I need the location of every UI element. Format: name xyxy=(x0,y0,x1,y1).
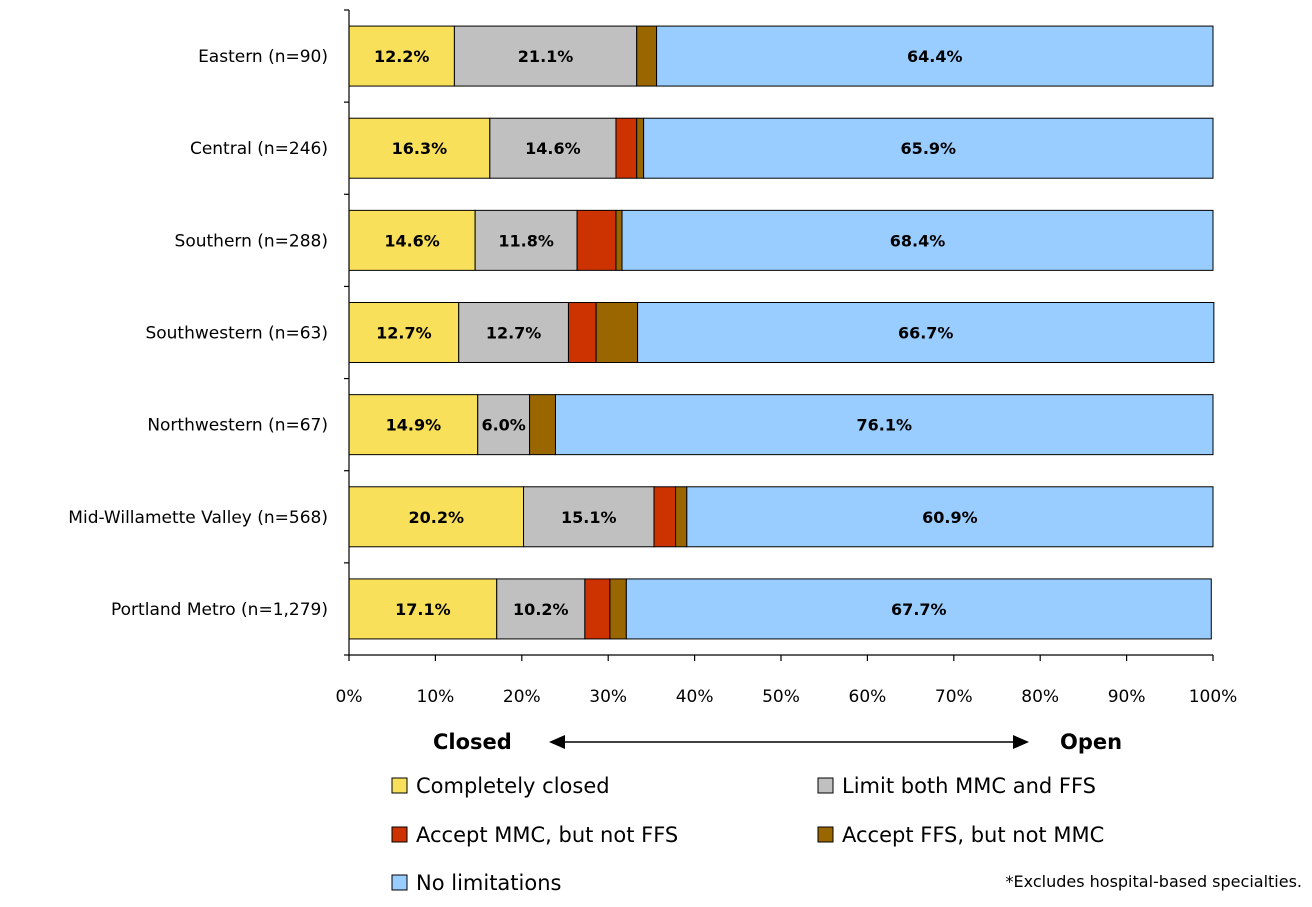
category-label: Portland Metro (n=1,279) xyxy=(111,600,328,620)
right-arrowhead-icon xyxy=(1013,735,1029,749)
bar-segment xyxy=(656,25,1214,87)
bar-value-label: 76.1% xyxy=(856,416,912,435)
open-direction-label: Open xyxy=(1060,730,1122,754)
x-tick-label: 0% xyxy=(336,687,363,707)
bar-segment xyxy=(529,394,556,456)
x-tick-label: 90% xyxy=(1108,687,1146,707)
legend: Completely closed Limit both MMC and FFS A… xyxy=(391,774,1104,895)
bar-segment xyxy=(637,302,1215,363)
x-tick-label: 10% xyxy=(417,687,455,707)
bar-value-label: 12.7% xyxy=(486,324,542,343)
bar-value-label: 12.7% xyxy=(376,324,432,343)
bar-value-label: 15.1% xyxy=(561,508,617,527)
bar-segment xyxy=(615,209,623,271)
bar-value-label: 21.1% xyxy=(518,47,574,66)
bar-segment xyxy=(554,394,1214,456)
bar-value-label: 11.8% xyxy=(498,231,554,250)
left-arrowhead-icon xyxy=(549,735,565,749)
bar-value-label: 60.9% xyxy=(922,508,978,527)
axis-layer: Eastern (n=90) Central (n=246) Southern (n… xyxy=(68,9,1238,707)
bar-segment xyxy=(348,117,491,179)
bar-segment xyxy=(615,117,638,179)
bar-value-label: 16.3% xyxy=(392,139,448,158)
category-label: Southern (n=288) xyxy=(175,231,328,251)
bar-segment xyxy=(584,578,611,640)
bar-segment xyxy=(496,578,586,640)
legend-swatch xyxy=(391,874,408,891)
bar-value-label: 14.9% xyxy=(386,416,442,435)
bar-segment xyxy=(609,578,627,640)
bar-segment xyxy=(643,117,1214,179)
category-label: Southwestern (n=63) xyxy=(145,324,328,344)
legend-swatch xyxy=(391,777,408,794)
bar-segment xyxy=(348,578,498,640)
bar-value-label: 20.2% xyxy=(409,508,465,527)
x-tick-label: 60% xyxy=(849,687,887,707)
bar-segment xyxy=(474,209,578,271)
x-tick-label: 50% xyxy=(762,687,800,707)
bar-value-label: 68.4% xyxy=(890,231,946,250)
closed-direction-label: Closed xyxy=(433,730,512,754)
x-tick-label: 20% xyxy=(503,687,541,707)
bar-value-label: 6.0% xyxy=(481,416,525,435)
bar-segment xyxy=(453,25,638,87)
legend-label: Accept MMC, but not FFS xyxy=(416,823,678,847)
legend-swatch xyxy=(391,826,408,843)
bar-value-label: 10.2% xyxy=(513,600,569,619)
bar-segment xyxy=(595,302,639,363)
bar-segment xyxy=(523,486,655,548)
bar-segment xyxy=(686,486,1214,548)
x-tick-label: 70% xyxy=(935,687,973,707)
bar-segment xyxy=(576,209,617,271)
bar-segment xyxy=(348,302,460,363)
legend-label: No limitations xyxy=(416,871,561,895)
bar-value-label: 17.1% xyxy=(395,600,451,619)
bar-segment xyxy=(567,302,597,363)
bar-segment xyxy=(489,117,617,179)
legend-swatch xyxy=(817,826,834,843)
bar-value-label: 64.4% xyxy=(907,47,963,66)
legend-swatch xyxy=(817,777,834,794)
x-tick-label: 40% xyxy=(676,687,714,707)
category-label: Northwestern (n=67) xyxy=(147,416,328,436)
category-label: Mid-Willamette Valley (n=568) xyxy=(68,508,328,528)
legend-label: Accept FFS, but not MMC xyxy=(842,823,1104,847)
bar-value-label: 66.7% xyxy=(898,324,954,343)
bar-segment xyxy=(625,578,1212,640)
category-label: Central (n=246) xyxy=(190,139,328,159)
bar-segment xyxy=(348,394,479,456)
bar-value-label: 67.7% xyxy=(891,600,947,619)
bar-value-label: 14.6% xyxy=(384,231,440,250)
x-tick-label: 30% xyxy=(589,687,627,707)
x-tick-label: 100% xyxy=(1189,687,1238,707)
bar-segment xyxy=(636,117,645,179)
bar-segment xyxy=(621,209,1214,271)
direction-indicator: Closed Open xyxy=(433,730,1122,754)
x-tick-label: 80% xyxy=(1021,687,1059,707)
bar-value-label: 65.9% xyxy=(901,139,957,158)
bar-segment xyxy=(348,209,476,271)
bar-segment xyxy=(675,486,688,548)
bar-segment xyxy=(477,394,531,456)
bar-value-label: 12.2% xyxy=(374,47,430,66)
bar-segment xyxy=(636,25,658,87)
bar-segment xyxy=(348,25,455,87)
bar-segment xyxy=(653,486,677,548)
legend-label: Limit both MMC and FFS xyxy=(842,774,1096,798)
legend-label: Completely closed xyxy=(416,774,610,798)
bar-value-label: 14.6% xyxy=(525,139,581,158)
bars-layer: 12.2% 21.1% 64.4% 16.3% 14.6% 65.9% 14.6% 11.8%… xyxy=(348,25,1215,640)
footnote: *Excludes hospital-based specialties. xyxy=(1006,872,1302,891)
category-label: Eastern (n=90) xyxy=(198,47,328,67)
